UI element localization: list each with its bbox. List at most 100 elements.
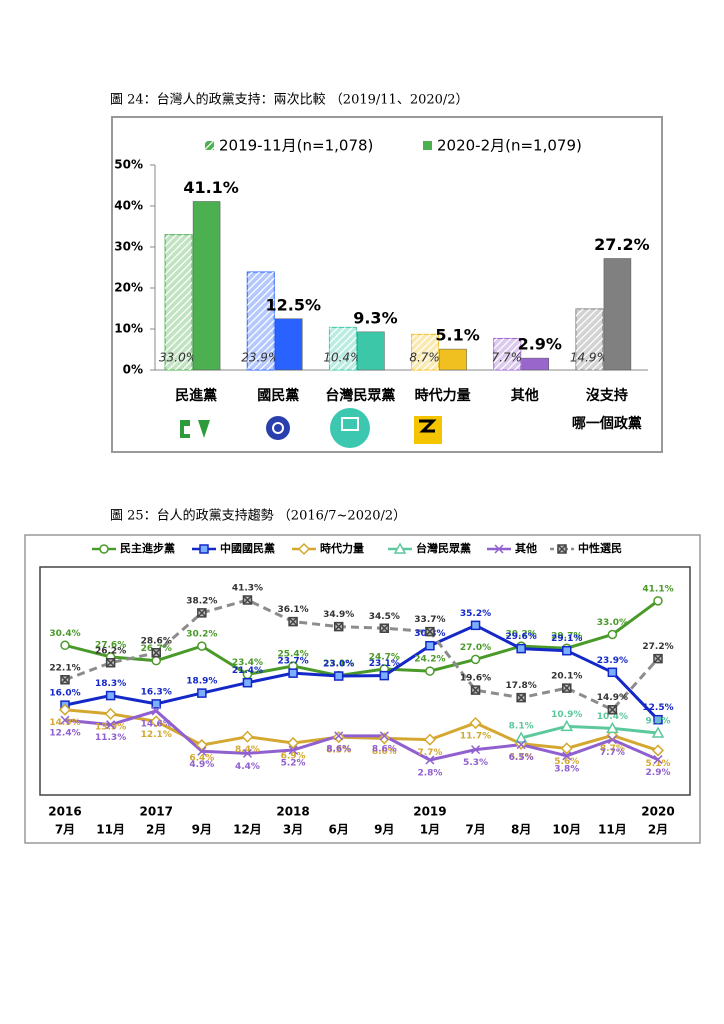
- data-label: 10.4%: [323, 351, 361, 365]
- figure-caption: 圖 25：台人的政黨支持趨勢 （2016/7~2020/2）: [110, 508, 406, 524]
- data-label: 11.7%: [460, 732, 491, 742]
- data-label: 24.2%: [414, 655, 445, 665]
- data-label: 33.0%: [597, 618, 628, 628]
- data-label: 4.4%: [235, 762, 260, 772]
- marker: [288, 745, 298, 755]
- marker: [378, 732, 391, 745]
- logo-kmt: [266, 416, 290, 440]
- marker: [560, 719, 574, 732]
- x-tick-label: 10月: [552, 823, 581, 837]
- marker: [423, 733, 436, 746]
- data-label: 29.7%: [551, 632, 582, 642]
- marker: [514, 731, 528, 743]
- data-label: 38.2%: [186, 596, 217, 606]
- data-label: 9.3%: [646, 716, 671, 726]
- marker: [470, 620, 481, 631]
- series-line: [64, 598, 660, 712]
- logo-tpp: [330, 408, 370, 448]
- chart-frame: [24, 534, 701, 844]
- marker: [653, 653, 663, 664]
- data-label: 23.4%: [232, 658, 263, 668]
- marker: [106, 720, 116, 730]
- marker: [425, 640, 435, 651]
- marker: [425, 755, 435, 765]
- marker: [288, 616, 298, 627]
- marker: [297, 542, 311, 556]
- data-label: 27.6%: [95, 640, 126, 650]
- data-label: 14.9%: [570, 351, 608, 365]
- series-line: [64, 709, 659, 762]
- x-tick-label: 沒支持: [586, 387, 628, 404]
- data-label: 26.2%: [95, 646, 126, 656]
- plot-frame: [39, 566, 691, 796]
- data-label: 2.9%: [518, 335, 562, 354]
- marker: [653, 714, 663, 725]
- marker: [197, 641, 207, 651]
- marker: [104, 707, 117, 720]
- bar: [521, 357, 549, 371]
- marker: [653, 596, 663, 606]
- legend-label: 時代力量: [320, 541, 364, 555]
- data-label: 12.5%: [265, 295, 321, 314]
- x-tick-label: 2月: [648, 823, 668, 837]
- marker: [333, 671, 344, 681]
- marker: [557, 544, 567, 554]
- data-label: 8.1%: [509, 721, 534, 731]
- marker: [562, 751, 572, 761]
- data-label: 2.8%: [417, 769, 442, 779]
- data-label: 14.9%: [597, 693, 628, 703]
- marker: [469, 716, 482, 730]
- marker: [607, 735, 617, 745]
- legend-label: 2019-11月(n=1,078): [219, 137, 373, 155]
- marker: [241, 730, 254, 743]
- legend-label: 2020-2月(n=1,079): [437, 137, 582, 155]
- marker: [197, 608, 207, 618]
- data-label: 10.4%: [597, 712, 628, 722]
- marker: [242, 748, 252, 758]
- marker: [560, 742, 573, 755]
- data-label: 21.4%: [232, 666, 263, 676]
- marker: [379, 670, 390, 681]
- data-label: 23.1%: [323, 659, 354, 669]
- marker: [607, 667, 618, 678]
- marker: [393, 542, 407, 554]
- marker: [151, 648, 161, 658]
- marker: [60, 715, 70, 725]
- data-label: 20.1%: [551, 672, 582, 682]
- marker: [151, 706, 161, 716]
- data-label: 7.7%: [417, 748, 442, 758]
- bar: [275, 318, 303, 371]
- data-label: 12.1%: [141, 730, 172, 740]
- marker: [470, 685, 481, 695]
- data-label: 24.7%: [369, 652, 400, 662]
- data-label: 9.3%: [353, 308, 397, 327]
- data-label: 8.0%: [372, 747, 397, 757]
- bar-hatch: [411, 334, 439, 370]
- year-label: 2020: [641, 805, 674, 819]
- bar: [192, 201, 221, 371]
- bar-hatch: [165, 234, 193, 370]
- marker: [58, 703, 72, 716]
- marker: [562, 683, 572, 693]
- marker: [333, 621, 344, 632]
- data-label: 25.4%: [277, 650, 308, 660]
- marker: [471, 745, 481, 755]
- marker: [651, 744, 665, 757]
- legend-label: 台灣民眾黨: [416, 541, 471, 555]
- marker: [242, 595, 253, 605]
- data-label: 18.9%: [186, 677, 217, 687]
- marker: [197, 688, 207, 698]
- data-label: 19.6%: [460, 674, 491, 684]
- data-label: 16.0%: [49, 689, 80, 699]
- marker: [151, 699, 161, 709]
- marker: [151, 655, 161, 666]
- data-label: 13.9%: [95, 722, 126, 732]
- series-line: [64, 623, 660, 721]
- year-label: 2017: [140, 805, 173, 819]
- data-label: 36.1%: [277, 605, 308, 615]
- data-label: 7.7%: [600, 748, 625, 758]
- series-line: [64, 599, 659, 678]
- data-label: 23.9%: [241, 351, 279, 365]
- series-line: [64, 708, 659, 752]
- bar: [439, 348, 467, 371]
